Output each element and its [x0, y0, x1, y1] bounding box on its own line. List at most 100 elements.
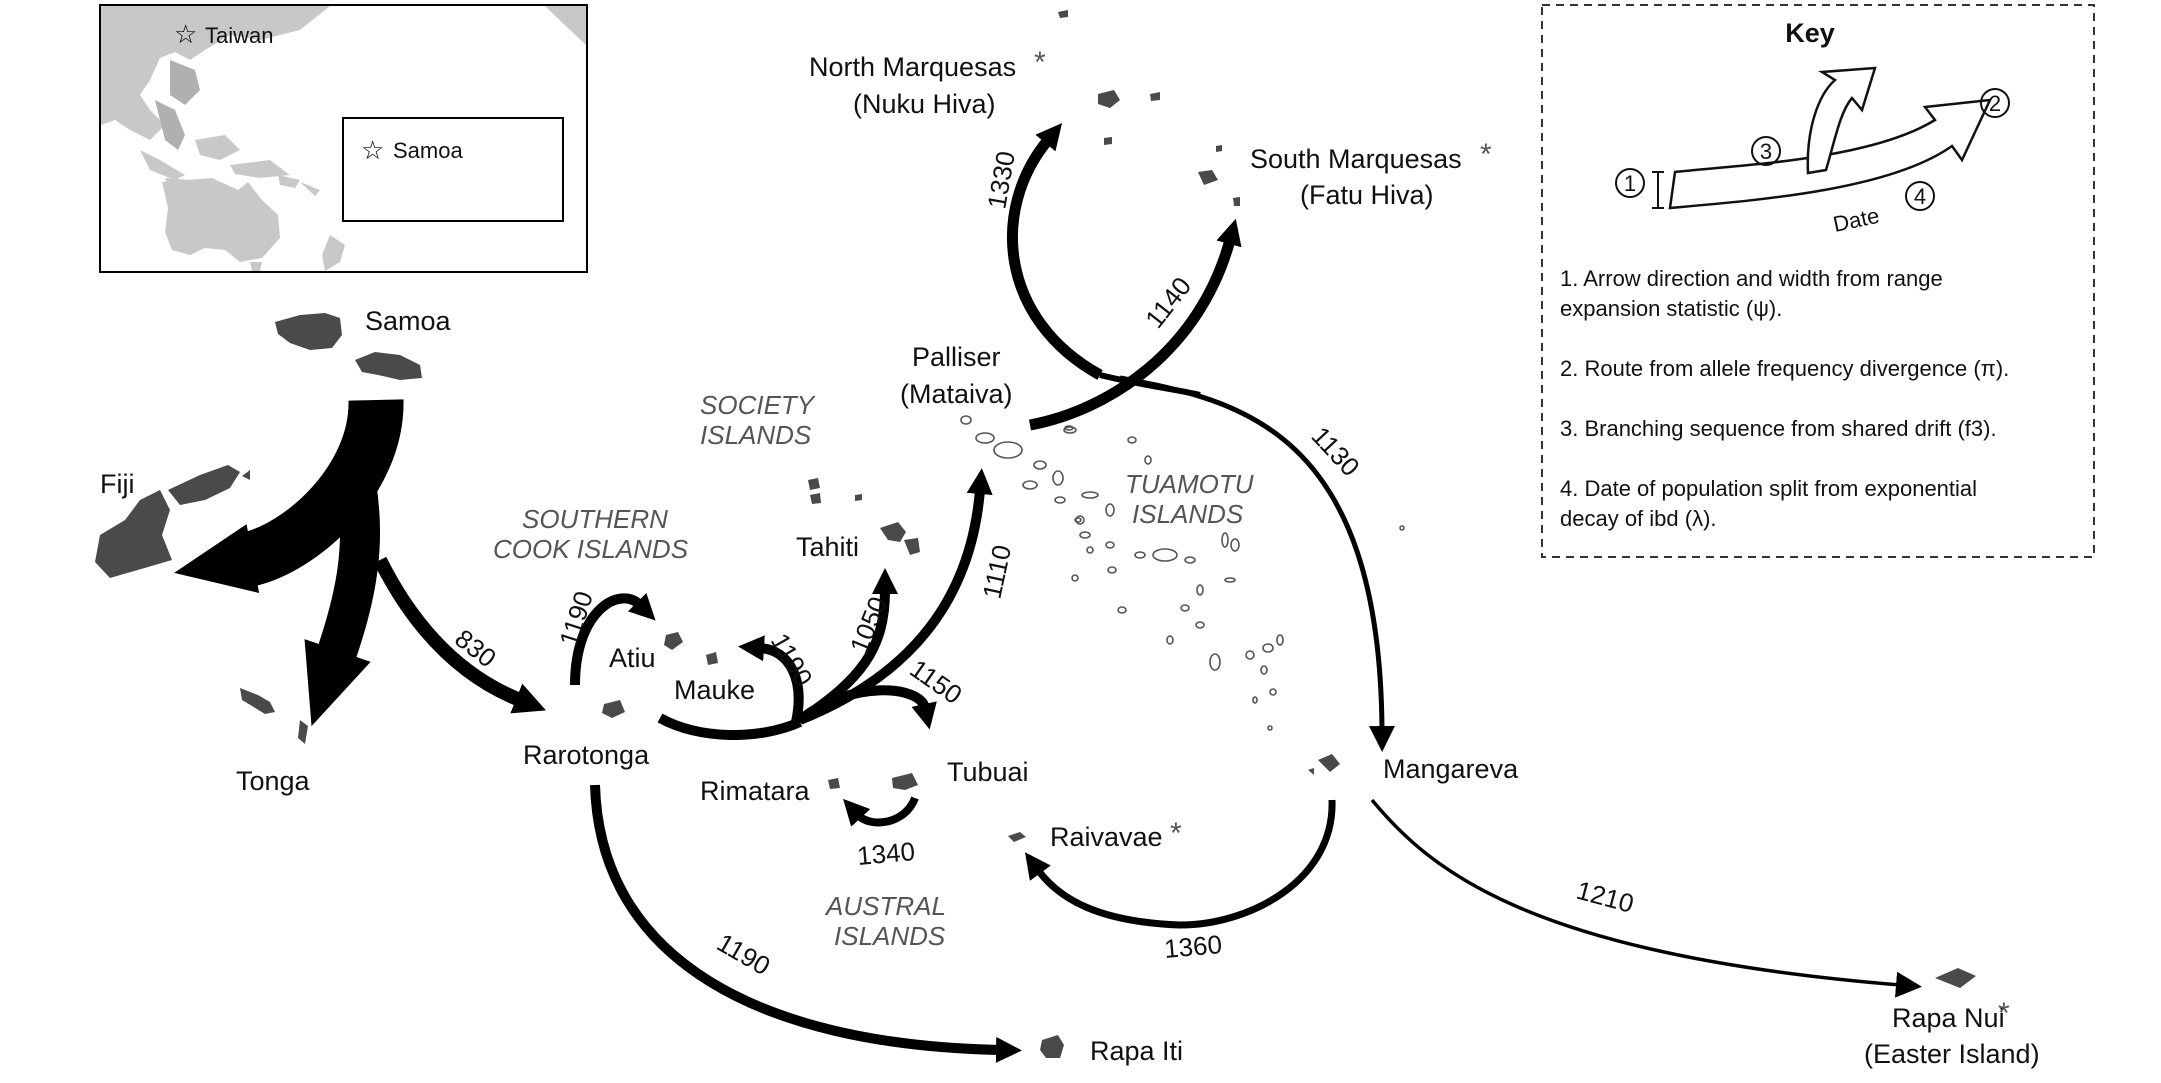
- route-mangareva-raivavae: [1024, 799, 1336, 929]
- label-palliser-mataiva: (Mataiva): [900, 379, 1013, 409]
- key-panel: Key 1 2 3 Date 4 1. Arrow direction and …: [1541, 4, 2095, 558]
- route-rarotonga-trunk: [657, 713, 803, 741]
- key-width-bar: [1652, 171, 1664, 209]
- label-palliser: Palliser: [912, 342, 1001, 372]
- date-rarotonga-palliser: 1110: [977, 542, 1018, 601]
- date-mangareva-raivavae: 1360: [1163, 929, 1223, 964]
- asterisk-raivavae: *: [1170, 817, 1182, 850]
- route-rarotonga-tubuai: [796, 685, 937, 730]
- society-isle-2: [810, 493, 821, 504]
- marquesas-islet-1: [1058, 10, 1068, 18]
- marquesas-islet-4: [1216, 145, 1222, 152]
- route-rarotonga-atiu: [570, 592, 656, 686]
- route-arrows: [174, 123, 1922, 1063]
- key-branch-arrow: [1806, 66, 1877, 175]
- group-tuamotu-2: ISLANDS: [1132, 499, 1244, 529]
- date-rarotonga-rapaiti: 1190: [712, 927, 775, 981]
- group-tuamotu-1: TUAMOTU: [1125, 469, 1254, 499]
- asterisk-south-marquesas: *: [1480, 138, 1492, 171]
- label-fiji: Fiji: [100, 469, 135, 499]
- group-austral-1: AUSTRAL: [824, 891, 946, 921]
- rapa-nui-shape: [1935, 968, 1976, 988]
- key-badge-4-circle: [1905, 181, 1935, 211]
- label-nuku-hiva: (Nuku Hiva): [853, 89, 996, 119]
- key-badge-1: 1: [1624, 171, 1636, 196]
- asterisk-north-marquesas: *: [1034, 46, 1046, 79]
- group-southern-cook-2: COOK ISLANDS: [493, 534, 689, 564]
- key-main-arrow: [1668, 98, 1993, 210]
- island-shapes: [95, 10, 1976, 1058]
- group-southern-cook-1: SOUTHERN: [522, 504, 668, 534]
- route-mangareva-rapanui: [1370, 798, 1922, 998]
- tahiti-nui-shape: [880, 522, 906, 542]
- nuku-hiva-shape: [1098, 90, 1120, 108]
- tonga-tongatapu-shape: [240, 688, 275, 714]
- island-labels: Samoa Fiji Tonga Rarotonga Atiu Mauke Ta…: [100, 46, 2040, 1069]
- label-tahiti: Tahiti: [796, 532, 859, 562]
- route-tubuai-rimatara: [843, 796, 919, 827]
- tubuai-shape: [892, 773, 918, 790]
- label-tubuai: Tubuai: [947, 757, 1029, 787]
- label-north-marquesas: North Marquesas: [809, 52, 1016, 82]
- inset-region-box: [342, 117, 564, 222]
- route-rarotonga-rapaiti: [590, 784, 1022, 1063]
- taiwan-star-icon: ☆: [174, 19, 197, 49]
- rarotonga-shape: [602, 700, 625, 718]
- route-marquesas-mangareva: [1119, 375, 1395, 752]
- tuamotu-atolls: [960, 415, 1405, 731]
- label-fatu-hiva: (Fatu Hiva): [1300, 180, 1434, 210]
- date-rarotonga-mauke: 1190: [765, 628, 819, 691]
- label-rapa-iti: Rapa Iti: [1090, 1036, 1183, 1066]
- mauke-shape: [706, 652, 718, 665]
- key-item-4-line1: 4. Date of population split from exponen…: [1560, 476, 1977, 501]
- hiva-oa-shape: [1198, 170, 1218, 185]
- rimatara-shape: [828, 778, 840, 789]
- inset-map: ☆ Taiwan ☆ Samoa: [99, 4, 588, 273]
- archipelago-labels: SOCIETY ISLANDS SOUTHERN COOK ISLANDS TU…: [493, 390, 1254, 951]
- label-samoa: Samoa: [365, 306, 452, 336]
- group-society-1: SOCIETY: [700, 390, 816, 420]
- atiu-shape: [664, 632, 683, 650]
- route-palliser-northmarquesas: [1006, 123, 1103, 380]
- label-rapa-nui: Rapa Nui: [1892, 1003, 2005, 1033]
- key-badge-2-circle: [1980, 88, 2010, 118]
- label-mauke: Mauke: [674, 675, 755, 705]
- fiji-islet-shape: [242, 470, 250, 480]
- marquesas-islet-3: [1104, 137, 1112, 145]
- asterisk-rapa-nui: *: [1998, 997, 2010, 1030]
- key-item-2-line1: 2. Route from allele frequency divergenc…: [1560, 356, 2009, 381]
- key-frame: [1541, 4, 2095, 558]
- label-raivavae: Raivavae: [1050, 822, 1163, 852]
- inset-taiwan-label: Taiwan: [205, 23, 273, 48]
- group-society-2: ISLANDS: [700, 420, 812, 450]
- key-badge-3-circle: [1751, 136, 1781, 166]
- fiji-vitilevu-shape: [95, 490, 172, 578]
- route-samoa-tonga: [304, 460, 381, 727]
- route-dates: 830 1190 1190 1050 1110 1150 1340 1190 1…: [449, 149, 1637, 981]
- label-rimatara: Rimatara: [700, 776, 811, 806]
- group-austral-2: ISLANDS: [834, 921, 946, 951]
- route-palliser-southmarquesas: [1028, 218, 1242, 431]
- raivavae-shape: [1008, 832, 1026, 842]
- route-samoa-rarotonga: [373, 556, 546, 714]
- marquesas-islet-2: [1150, 92, 1160, 101]
- society-isle-1: [808, 478, 820, 490]
- fatu-hiva-shape: [1233, 197, 1240, 206]
- label-mangareva: Mangareva: [1383, 754, 1519, 784]
- rapa-iti-shape: [1040, 1035, 1064, 1058]
- label-easter-island: (Easter Island): [1864, 1039, 2040, 1069]
- key-badge-1-circle: [1615, 168, 1645, 198]
- label-tonga: Tonga: [236, 766, 311, 796]
- label-south-marquesas: South Marquesas: [1250, 144, 1462, 174]
- fiji-vanualevu-shape: [168, 465, 240, 505]
- date-tubuai-rimatara: 1340: [856, 836, 916, 871]
- society-isle-3: [855, 494, 862, 501]
- samoa-savaii-shape: [355, 352, 422, 380]
- inset-landmass: [101, 6, 586, 271]
- key-item-1-line1: 1. Arrow direction and width from range: [1560, 266, 1943, 291]
- key-badge-2: 2: [1989, 91, 2001, 116]
- tonga-eua-shape: [298, 720, 308, 744]
- key-item-4-line2: decay of ibd (λ).: [1560, 506, 1717, 531]
- route-rarotonga-mauke: [738, 635, 804, 724]
